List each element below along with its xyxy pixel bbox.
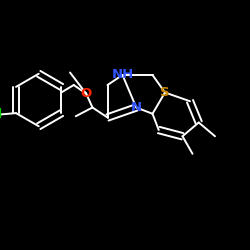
Text: O: O (80, 87, 92, 100)
Text: Cl: Cl (0, 108, 2, 121)
Text: NH: NH (112, 68, 134, 82)
Text: N: N (131, 101, 142, 114)
Text: S: S (160, 86, 170, 99)
